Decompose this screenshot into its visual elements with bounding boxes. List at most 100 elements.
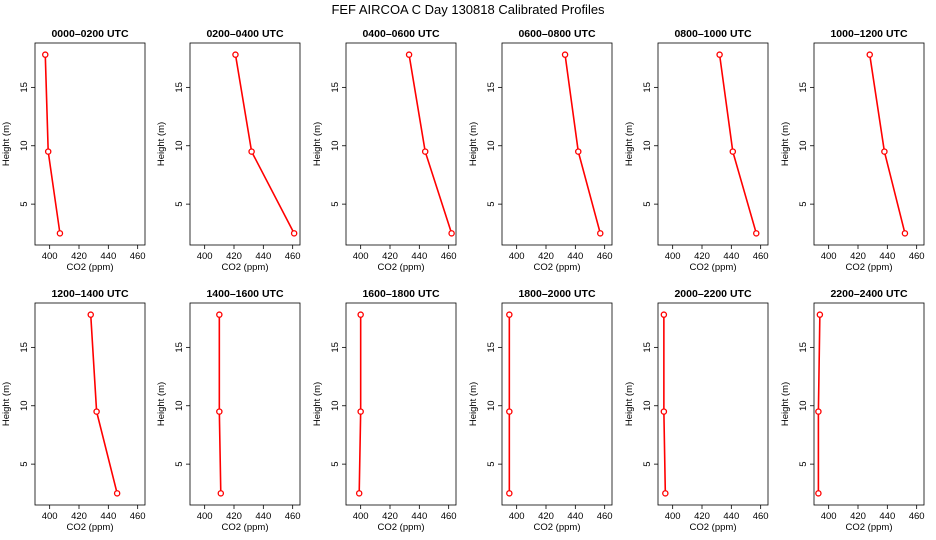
y-axis-label: Height (m) xyxy=(312,382,323,426)
plot-frame xyxy=(189,42,301,246)
x-axis-label: CO2 (ppm) xyxy=(378,262,425,273)
y-tick-label: 10 xyxy=(642,140,653,151)
profile-line xyxy=(358,314,362,494)
x-tick-label: 440 xyxy=(100,511,116,522)
data-point xyxy=(881,148,888,155)
y-tick-label: 15 xyxy=(19,342,30,353)
data-point xyxy=(815,408,822,415)
y-tick-label: 10 xyxy=(19,140,30,151)
y-tick-label: 15 xyxy=(798,82,809,93)
x-tick-label: 440 xyxy=(411,251,427,262)
x-tick-label: 440 xyxy=(723,251,739,262)
x-tick-label: 420 xyxy=(538,251,554,262)
y-tick-label: 10 xyxy=(330,140,341,151)
x-axis-label: CO2 (ppm) xyxy=(222,522,269,533)
data-point xyxy=(217,490,225,497)
data-point xyxy=(448,230,455,237)
x-tick-label: 440 xyxy=(411,511,427,522)
x-tick-label: 420 xyxy=(382,251,398,262)
data-point xyxy=(421,148,429,155)
profile-line xyxy=(218,314,222,494)
x-tick-label: 460 xyxy=(909,511,925,522)
data-point xyxy=(113,490,121,497)
x-tick-label: 460 xyxy=(130,511,146,522)
plot-frame xyxy=(813,302,925,506)
x-tick-label: 420 xyxy=(694,251,710,262)
profile-line xyxy=(817,314,821,494)
y-tick-label: 5 xyxy=(642,201,653,206)
y-tick-label: 5 xyxy=(486,461,497,466)
panel-title: 0000–0200 UTC xyxy=(51,28,128,40)
y-tick-label: 5 xyxy=(19,201,30,206)
panel-2: 0200–0400 UTC 400 420 440 460 5 10 15 CO2 (ppm) H… xyxy=(156,28,301,273)
panel-title: 1400–1600 UTC xyxy=(206,288,283,300)
y-axis-label: Height (m) xyxy=(1,122,12,166)
x-tick-label: 400 xyxy=(42,251,58,262)
x-tick-label: 440 xyxy=(879,251,895,262)
y-tick-label: 15 xyxy=(330,82,341,93)
x-axis-label: CO2 (ppm) xyxy=(846,522,893,533)
profile-line xyxy=(718,54,758,234)
data-point xyxy=(561,51,569,58)
x-tick-label: 460 xyxy=(597,251,613,262)
y-tick-label: 5 xyxy=(798,461,809,466)
y-axis-label: Height (m) xyxy=(468,122,479,166)
panel-8: 1400–1600 UTC 400 420 440 460 5 10 15 CO2 (ppm) H… xyxy=(156,288,301,533)
x-axis-label: CO2 (ppm) xyxy=(67,522,114,533)
data-point xyxy=(506,408,513,415)
data-point xyxy=(42,51,49,58)
panel-title: 0800–1000 UTC xyxy=(674,28,751,40)
data-point xyxy=(729,148,737,155)
panel-title: 1600–1800 UTC xyxy=(362,288,439,300)
x-tick-label: 400 xyxy=(821,251,837,262)
y-tick-label: 15 xyxy=(642,82,653,93)
data-point xyxy=(357,311,364,318)
y-tick-label: 15 xyxy=(486,82,497,93)
y-tick-label: 15 xyxy=(174,82,185,93)
data-point xyxy=(506,490,513,497)
y-tick-label: 15 xyxy=(798,342,809,353)
x-tick-label: 400 xyxy=(509,511,525,522)
panel-title: 1800–2000 UTC xyxy=(518,288,595,300)
profile-line xyxy=(234,54,295,234)
panel-title: 0400–0600 UTC xyxy=(362,28,439,40)
y-axis-label: Height (m) xyxy=(780,382,791,426)
y-tick-label: 5 xyxy=(19,461,30,466)
x-tick-label: 400 xyxy=(353,511,369,522)
y-tick-label: 15 xyxy=(486,342,497,353)
data-point xyxy=(575,148,582,155)
y-tick-label: 5 xyxy=(174,201,185,206)
x-tick-label: 460 xyxy=(753,251,769,262)
x-axis-label: CO2 (ppm) xyxy=(690,262,737,273)
data-point xyxy=(87,311,94,318)
panel-title: 2000–2200 UTC xyxy=(674,288,751,300)
panel-10: 1800–2000 UTC 400 420 440 460 5 10 15 CO2 (ppm) H… xyxy=(468,288,613,533)
y-tick-label: 15 xyxy=(174,342,185,353)
x-tick-label: 440 xyxy=(255,251,271,262)
x-tick-label: 420 xyxy=(538,511,554,522)
x-tick-label: 420 xyxy=(71,511,87,522)
y-tick-label: 10 xyxy=(798,140,809,151)
x-tick-label: 460 xyxy=(909,251,925,262)
y-tick-label: 15 xyxy=(19,82,30,93)
plot-frame xyxy=(345,42,457,246)
y-axis-label: Height (m) xyxy=(156,382,167,426)
data-point xyxy=(93,408,100,415)
panel-5: 0800–1000 UTC 400 420 440 460 5 10 15 CO2 (ppm) H… xyxy=(624,28,769,273)
y-tick-label: 10 xyxy=(486,400,497,411)
data-point xyxy=(357,408,364,415)
panel-title: 2200–2400 UTC xyxy=(830,288,907,300)
x-tick-label: 400 xyxy=(353,251,369,262)
panel-title: 1200–1400 UTC xyxy=(51,288,128,300)
panel-title: 1000–1200 UTC xyxy=(830,28,907,40)
y-axis-label: Height (m) xyxy=(624,122,635,166)
y-tick-label: 5 xyxy=(174,461,185,466)
x-tick-label: 440 xyxy=(100,251,116,262)
y-axis-label: Height (m) xyxy=(156,122,167,166)
x-tick-label: 420 xyxy=(694,511,710,522)
y-tick-label: 5 xyxy=(330,201,341,206)
data-point xyxy=(753,230,760,237)
data-point xyxy=(901,230,909,237)
x-tick-label: 420 xyxy=(226,511,242,522)
